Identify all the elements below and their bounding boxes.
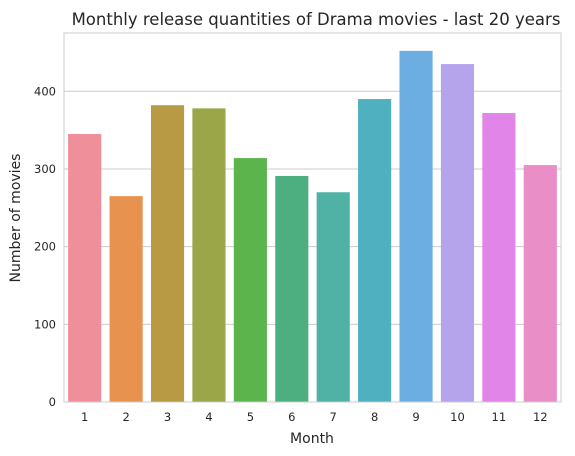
bar-month-12 [523,165,557,402]
x-tick-label: 2 [122,410,129,424]
x-tick-label: 12 [533,410,548,424]
x-tick-label: 11 [492,410,507,424]
bar-month-7 [316,192,350,402]
y-tick-label: 200 [34,240,56,254]
bar-month-4 [192,108,226,402]
bars [68,50,557,403]
bar-month-2 [109,196,143,402]
x-tick-label: 3 [164,410,171,424]
x-tick-label: 9 [412,410,419,424]
y-axis-label: Number of movies [8,154,24,283]
bar-month-11 [482,113,516,402]
bar-month-6 [275,175,309,402]
x-tick-label: 4 [205,410,212,424]
y-tick-label: 400 [34,84,56,98]
x-tick-label: 8 [371,410,378,424]
bar-month-10 [440,64,475,403]
x-tick-label: 6 [288,410,295,424]
bar-month-9 [399,50,433,402]
bar-month-5 [233,158,267,402]
x-tick-labels: 1 2 3 4 5 6 7 8 9 10 11 12 [81,410,548,424]
chart-title: Monthly release quantities of Drama movi… [72,10,561,29]
bar-month-8 [358,99,392,402]
y-tick-label: 100 [34,317,56,331]
x-axis-label: Month [290,431,334,447]
y-tick-label: 300 [34,162,56,176]
bar-month-3 [150,105,185,403]
y-tick-label: 0 [49,395,56,409]
plot-frame [63,32,562,403]
x-tick-label: 10 [450,410,465,424]
x-tick-label: 1 [81,410,88,424]
x-tick-label: 7 [330,410,337,424]
y-tick-labels: 0 100 200 300 400 [34,84,56,409]
bar-month-1 [68,133,102,402]
x-tick-label: 5 [247,410,254,424]
